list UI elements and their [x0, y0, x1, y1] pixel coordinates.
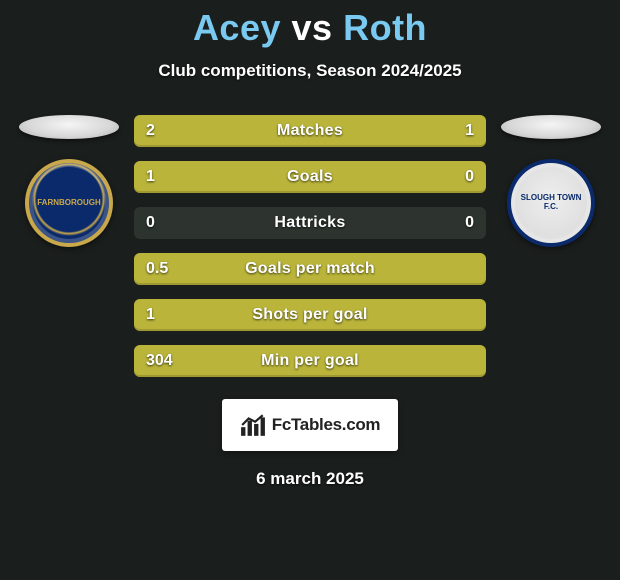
stat-row: 0.5 Goals per match	[134, 253, 486, 285]
player1-club-crest: FARNBOROUGH	[25, 159, 113, 247]
stat-value-left: 0.5	[146, 260, 168, 278]
stat-label: Goals per match	[245, 260, 375, 278]
title-player1: Acey	[193, 7, 281, 48]
watermark-text: FcTables.com	[272, 415, 381, 435]
stat-value-left: 1	[146, 306, 155, 324]
player2-avatar-placeholder	[501, 115, 601, 139]
stat-fill-left	[134, 161, 398, 193]
crest-left-text-top: FARNBOROUGH	[37, 199, 101, 208]
right-side: SLOUGH TOWN F.C.	[496, 115, 606, 247]
stat-label: Hattricks	[274, 214, 345, 232]
stat-value-left: 304	[146, 352, 173, 370]
stat-label: Min per goal	[261, 352, 359, 370]
stat-label: Shots per goal	[252, 306, 367, 324]
stat-value-right: 1	[465, 122, 474, 140]
stat-row: 2 Matches 1	[134, 115, 486, 147]
stat-value-left: 0	[146, 214, 155, 232]
stat-row: 1 Shots per goal	[134, 299, 486, 331]
stat-row: 304 Min per goal	[134, 345, 486, 377]
title-player2: Roth	[343, 7, 427, 48]
crest-right-text-top: SLOUGH TOWN F.C.	[519, 194, 583, 212]
date-label: 6 march 2025	[256, 469, 364, 489]
page-title: Acey vs Roth	[193, 7, 427, 49]
stat-row: 1 Goals 0	[134, 161, 486, 193]
player2-club-crest: SLOUGH TOWN F.C.	[507, 159, 595, 247]
subtitle: Club competitions, Season 2024/2025	[158, 61, 461, 81]
stat-label: Goals	[287, 168, 333, 186]
stat-label: Matches	[277, 122, 343, 140]
title-vs: vs	[292, 7, 333, 48]
player1-avatar-placeholder	[19, 115, 119, 139]
chart-icon	[240, 414, 266, 436]
stat-value-right: 0	[465, 168, 474, 186]
left-side: FARNBOROUGH	[14, 115, 124, 247]
stats-bars: 2 Matches 1 1 Goals 0 0 Hattricks 0 0.5 Goals per …	[134, 115, 486, 377]
stat-row: 0 Hattricks 0	[134, 207, 486, 239]
watermark-badge: FcTables.com	[222, 399, 398, 451]
main-area: FARNBOROUGH 2Matches11Goals00Hattricks00…	[0, 115, 620, 377]
stat-value-left: 1	[146, 168, 155, 186]
stat-value-right: 0	[465, 214, 474, 232]
stat-value-left: 2	[146, 122, 155, 140]
